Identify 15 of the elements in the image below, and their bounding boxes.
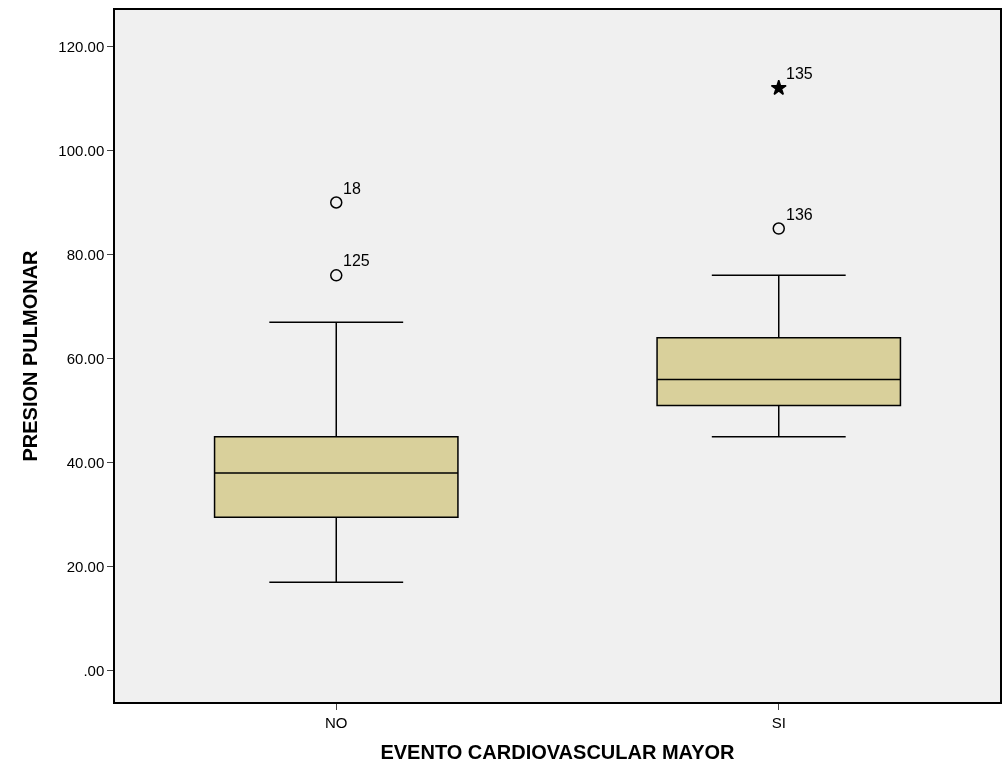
annotation: 135	[786, 65, 813, 82]
annotation: 136	[786, 206, 813, 223]
annotation: 18	[343, 180, 361, 197]
x-axis-title: EVENTO CARDIOVASCULAR MAYOR	[380, 740, 736, 763]
annotation: 125	[343, 252, 370, 269]
y-axis-title: PRESION PULMONAR	[19, 249, 42, 462]
x-tick-label: NO	[325, 713, 348, 731]
x-tick-label: SI	[771, 713, 786, 731]
y-tick-label: 20.00	[66, 557, 105, 575]
y-tick-label: 120.00	[58, 37, 105, 55]
y-tick-label: 60.00	[66, 349, 105, 367]
y-tick-label: .00	[83, 662, 105, 680]
y-tick-label: 40.00	[66, 453, 105, 471]
y-tick-label: 80.00	[66, 245, 105, 263]
y-tick-label: 100.00	[58, 141, 105, 159]
